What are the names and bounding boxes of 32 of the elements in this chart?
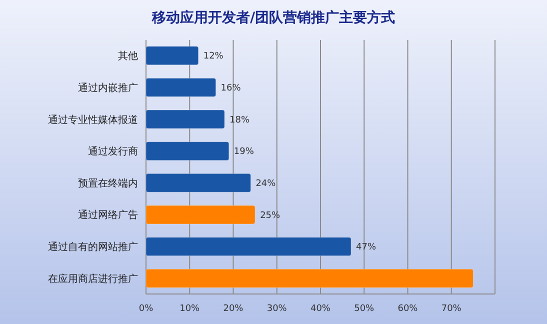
x-tick-label: 50% xyxy=(354,304,375,314)
bar xyxy=(146,46,199,66)
x-tick-label: 0% xyxy=(138,304,154,314)
y-tick-label: 通过专业性媒体报道 xyxy=(48,114,138,126)
bar xyxy=(146,142,230,161)
y-tick-label: 通过网络广告 xyxy=(78,209,138,222)
bar xyxy=(146,268,474,288)
chart-title: 移动应用开发者/团队营销推广主要方式 xyxy=(150,9,396,26)
bar xyxy=(146,205,256,224)
y-tick-label: 预置在终端内 xyxy=(78,177,138,190)
y-tick-label: 其他 xyxy=(118,50,138,62)
data-label: 47% xyxy=(356,242,376,253)
data-label: 18% xyxy=(230,115,250,126)
y-tick-label: 通过内嵌推广 xyxy=(78,82,138,94)
data-label: 16% xyxy=(220,84,242,94)
x-tick-label: 70% xyxy=(441,304,462,314)
data-label: 24% xyxy=(256,179,276,190)
x-tick-label: 30% xyxy=(266,304,288,314)
bar xyxy=(146,173,251,192)
x-tick-label: 10% xyxy=(180,304,200,314)
bar xyxy=(146,237,352,256)
x-tick-label: 60% xyxy=(398,304,418,314)
data-label: 19% xyxy=(234,147,254,158)
y-tick-label: 通过发行商 xyxy=(88,146,138,158)
data-label: 25% xyxy=(260,210,281,221)
data-label: 12% xyxy=(203,52,224,62)
y-tick-label: 在应用商店进行推广 xyxy=(48,272,138,285)
bar xyxy=(146,110,225,129)
x-tick-label: 40% xyxy=(310,304,331,314)
x-tick-label: 20% xyxy=(223,304,244,314)
y-tick-label: 通过自有的网站推广 xyxy=(48,241,138,254)
bar xyxy=(146,78,216,97)
